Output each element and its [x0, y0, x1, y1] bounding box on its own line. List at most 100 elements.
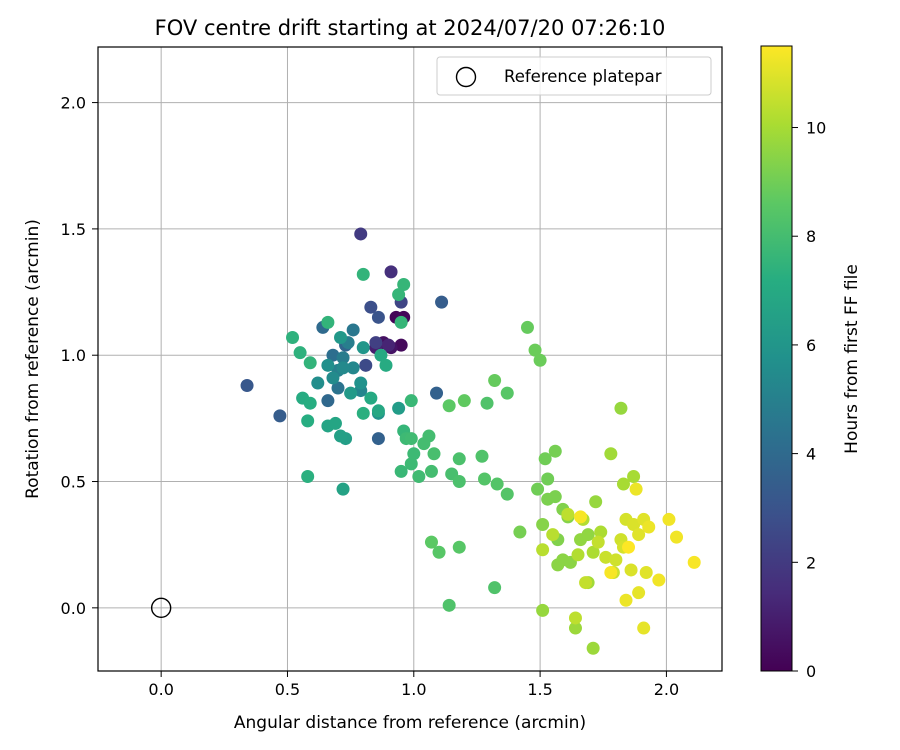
data-point: [303, 356, 317, 370]
x-tick-label: 0.0: [148, 680, 173, 699]
data-point: [561, 507, 575, 521]
legend: Reference platepar: [436, 56, 712, 96]
y-tick-label: 0.5: [61, 473, 86, 492]
data-point: [589, 495, 603, 509]
data-point: [581, 528, 595, 542]
colorbar: 0 2 4 6 8 10 Hours from first FF file: [760, 45, 862, 681]
data-point: [548, 490, 562, 504]
data-point: [536, 517, 550, 531]
data-point: [432, 545, 446, 559]
data-point: [331, 381, 345, 395]
data-point: [404, 457, 418, 471]
data-point: [614, 401, 628, 415]
data-point: [328, 416, 342, 430]
data-point: [442, 399, 456, 413]
data-point: [622, 540, 636, 554]
data-point: [457, 394, 471, 408]
colorbar-tick-label: 0: [806, 662, 816, 681]
x-axis-label: Angular distance from reference (arcmin): [234, 713, 586, 733]
y-tick-label: 1.0: [61, 346, 86, 365]
data-point: [639, 565, 653, 579]
data-point: [599, 550, 613, 564]
data-point: [321, 394, 335, 408]
data-point: [442, 598, 456, 612]
data-point: [632, 528, 646, 542]
data-point: [424, 535, 438, 549]
data-point: [392, 288, 406, 302]
data-point: [356, 341, 370, 355]
data-point: [382, 338, 396, 352]
data-point: [480, 396, 494, 410]
data-point: [301, 414, 315, 428]
colorbar-tick-label: 2: [806, 553, 816, 572]
plot-frame: [97, 46, 723, 672]
data-point: [301, 469, 315, 483]
data-point: [629, 482, 643, 496]
data-point: [384, 265, 398, 279]
data-point: [369, 336, 383, 350]
data-point: [619, 593, 633, 607]
data-point: [662, 512, 676, 526]
data-point: [412, 469, 426, 483]
data-point: [336, 482, 350, 496]
data-point: [354, 227, 368, 241]
data-point: [344, 386, 358, 400]
data-point: [586, 641, 600, 655]
legend-marker: [455, 66, 477, 88]
colorbar-gradient: [760, 45, 793, 672]
data-point: [627, 517, 641, 531]
data-point: [303, 396, 317, 410]
data-point: [240, 379, 254, 393]
data-point: [354, 376, 368, 390]
data-point: [604, 565, 618, 579]
x-tick-label: 0.5: [275, 680, 300, 699]
data-point: [397, 277, 411, 291]
y-axis-label: Rotation from reference (arcmin): [23, 219, 43, 499]
data-point: [371, 432, 385, 446]
data-point: [536, 603, 550, 617]
data-point: [286, 331, 300, 345]
data-point: [452, 452, 466, 466]
data-point: [356, 267, 370, 281]
data-point: [394, 338, 408, 352]
data-point: [531, 482, 545, 496]
data-point: [546, 528, 560, 542]
data-point: [500, 487, 514, 501]
data-point: [538, 452, 552, 466]
data-point: [311, 376, 325, 390]
data-point: [627, 469, 641, 483]
data-point: [490, 477, 504, 491]
data-point: [404, 432, 418, 446]
data-point: [452, 475, 466, 489]
data-point: [637, 621, 651, 635]
data-point: [336, 361, 350, 375]
data-point: [392, 401, 406, 415]
data-point: [528, 343, 542, 357]
data-point: [541, 472, 555, 486]
data-point: [371, 310, 385, 324]
data-point: [430, 386, 444, 400]
data-point: [326, 371, 340, 385]
data-point: [616, 477, 630, 491]
data-point: [374, 348, 388, 362]
data-point: [478, 472, 492, 486]
data-point: [571, 548, 585, 562]
colorbar-tick-label: 4: [806, 445, 816, 464]
y-tick-label: 0.0: [61, 599, 86, 618]
data-point: [488, 373, 502, 387]
data-point: [586, 545, 600, 559]
x-axis-ticks: 0.0 0.5 1.0 1.5 2.0: [148, 671, 679, 699]
data-point: [642, 520, 656, 534]
data-point: [579, 576, 593, 590]
data-point: [652, 573, 666, 587]
legend-entry: Reference platepar: [504, 67, 662, 86]
colorbar-tick-label: 10: [806, 119, 826, 138]
data-point: [424, 464, 438, 478]
data-point: [364, 391, 378, 405]
data-point: [321, 358, 335, 372]
data-point: [273, 409, 287, 423]
data-point: [435, 295, 449, 309]
data-point: [488, 581, 502, 595]
data-point: [293, 346, 307, 360]
